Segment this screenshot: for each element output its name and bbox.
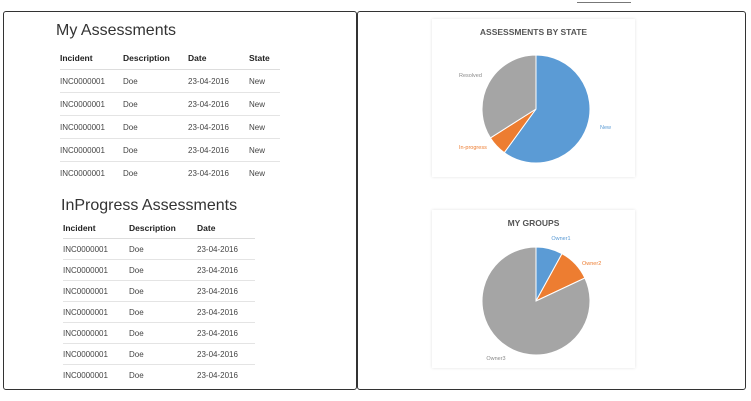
my-assessments-table: Incident Description Date State INC0000001 D…: [60, 47, 280, 184]
table-row[interactable]: INC0000001 Doe 23-04-2016: [63, 301, 255, 323]
table-row[interactable]: INC0000001 Doe 23-04-2016 New: [60, 115, 280, 139]
table-cell: 23-04-2016: [197, 301, 255, 323]
table-row[interactable]: INC0000001 Doe 23-04-2016 New: [60, 69, 280, 93]
table-cell: INC0000001: [63, 280, 129, 302]
table-row[interactable]: INC0000001 Doe 23-04-2016: [63, 343, 255, 365]
table-header-row: Incident Description Date State: [60, 47, 280, 70]
pie-label: Owner1: [551, 236, 570, 242]
table-cell: Doe: [123, 92, 188, 116]
table-cell: 23-04-2016: [188, 69, 249, 93]
table-cell: Doe: [129, 259, 197, 281]
table-cell: Doe: [129, 343, 197, 365]
table-row[interactable]: INC0000001 Doe 23-04-2016 New: [60, 138, 280, 162]
top-tab-indicator: [577, 0, 631, 3]
table-cell: INC0000001: [63, 370, 108, 380]
inprogress-assessments-title: InProgress Assessments: [61, 197, 238, 214]
table-row[interactable]: INC0000001 Doe 23-04-2016 New: [60, 92, 280, 116]
column-header: Date: [197, 218, 255, 239]
table-cell: New: [249, 92, 280, 116]
column-header: State: [249, 47, 280, 70]
column-header: Incident: [60, 47, 123, 70]
table-cell: 23-04-2016: [197, 238, 255, 260]
assessments-by-state-pie: New In-progress Resolved: [459, 54, 611, 164]
my-groups-pie: Owner1 Owner2 Owner3: [481, 236, 601, 362]
table-cell: 23-04-2016: [197, 259, 255, 281]
table-cell: New: [249, 69, 280, 93]
assessments-by-state-chart: ASSESSMENTS BY STATE New In-progress Resol…: [432, 19, 635, 177]
table-cell: INC0000001: [63, 322, 129, 344]
chart-title: MY GROUPS: [507, 218, 560, 228]
table-cell: Doe: [129, 301, 197, 323]
table-row[interactable]: INC0000001 Doe 23-04-2016: [63, 238, 255, 260]
table-cell: Doe: [123, 69, 188, 93]
column-header: Date: [188, 47, 249, 70]
table-cell: INC0000001: [60, 92, 123, 116]
inprogress-assessments-table: Incident Description Date INC0000001 Doe 23-…: [63, 218, 255, 385]
assessments-panel: My Assessments Incident Description Date St…: [3, 11, 357, 390]
table-cell: Doe: [123, 168, 138, 178]
table-header-row: Incident Description Date: [63, 218, 255, 239]
table-row[interactable]: INC0000001 Doe 23-04-2016: [63, 259, 255, 281]
pie-label: Owner3: [486, 356, 505, 362]
table-cell: New: [249, 115, 280, 139]
chart-title: ASSESSMENTS BY STATE: [479, 27, 588, 37]
column-header: Description: [129, 218, 197, 239]
table-row[interactable]: INC0000001 Doe 23-04-2016: [63, 365, 255, 386]
table-cell: 23-04-2016: [188, 115, 249, 139]
pie-slice-new[interactable]: [503, 54, 591, 164]
my-assessments-title: My Assessments: [56, 22, 177, 39]
pie-label: New: [600, 125, 611, 131]
table-cell: Doe: [123, 115, 188, 139]
table-cell: INC0000001: [60, 69, 123, 93]
table-cell: 23-04-2016: [197, 280, 255, 302]
table-cell: INC0000001: [60, 168, 105, 178]
pie-label: Owner2: [582, 261, 601, 267]
table-cell: 23-04-2016: [197, 370, 238, 380]
table-row[interactable]: INC0000001 Doe 23-04-2016: [63, 280, 255, 302]
table-cell: 23-04-2016: [197, 343, 255, 365]
table-row[interactable]: INC0000001 Doe 23-04-2016: [63, 322, 255, 344]
pie-label: Resolved: [459, 73, 482, 79]
table-cell: 23-04-2016: [188, 168, 229, 178]
table-cell: Doe: [129, 370, 144, 380]
table-cell: 23-04-2016: [197, 322, 255, 344]
my-groups-chart: MY GROUPS Owner1 Owner2 Owner3: [432, 210, 635, 368]
table-cell: Doe: [123, 138, 188, 162]
pie-label: In-progress: [459, 145, 487, 151]
table-row[interactable]: INC0000001 Doe 23-04-2016 New: [60, 162, 280, 185]
column-header: Incident: [63, 218, 129, 239]
table-cell: INC0000001: [60, 138, 123, 162]
table-cell: Doe: [129, 280, 197, 302]
table-cell: 23-04-2016: [188, 138, 249, 162]
table-cell: INC0000001: [63, 259, 129, 281]
pie-slice-owner3[interactable]: [481, 246, 591, 356]
charts-panel: ASSESSMENTS BY STATE New In-progress Resol…: [357, 11, 746, 390]
table-cell: Doe: [129, 238, 197, 260]
table-cell: INC0000001: [63, 238, 129, 260]
column-header: Description: [123, 47, 188, 70]
table-cell: New: [249, 138, 280, 162]
pie-slice-resolved[interactable]: [481, 54, 537, 139]
table-cell: INC0000001: [63, 301, 129, 323]
table-cell: INC0000001: [60, 115, 123, 139]
table-cell: New: [249, 168, 266, 178]
table-cell: INC0000001: [63, 343, 129, 365]
table-cell: Doe: [129, 322, 197, 344]
table-cell: 23-04-2016: [188, 92, 249, 116]
